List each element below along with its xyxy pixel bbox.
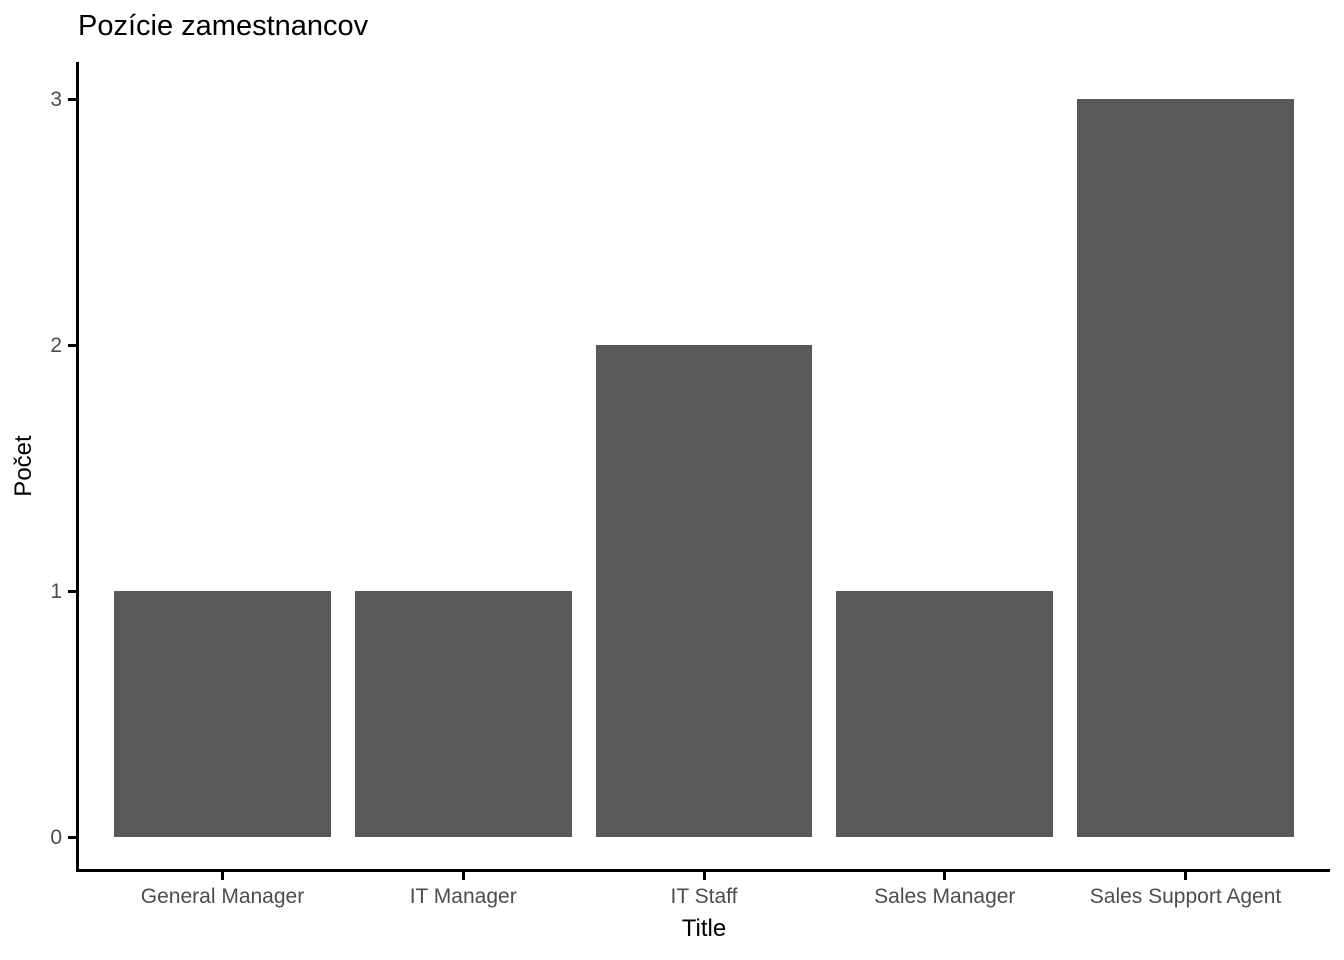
x-tick-label-it-staff: IT Staff [670,885,738,908]
x-tick-mark [943,872,947,880]
y-tick-label-3: 3 [50,87,62,111]
bar-general-manager [114,591,331,837]
x-tick-mark [221,872,224,880]
y-tick-mark [68,835,76,839]
y-tick-label-2: 2 [50,333,62,357]
x-tick-label-it-manager: IT Manager [409,885,517,908]
y-tick-mark [68,589,76,593]
y-axis-line [76,62,79,872]
y-tick-label-0: 0 [50,825,62,849]
x-tick-label-sales-support-agent: Sales Support Agent [1089,885,1282,908]
y-tick-mark [68,343,76,347]
y-tick-label-1: 1 [50,579,62,603]
x-tick-label-general-manager: General Manager [140,885,305,908]
bar-it-staff [595,345,813,837]
bar-sales-manager [836,591,1054,837]
y-tick-mark [68,97,76,101]
x-tick-mark [702,872,706,880]
bar-it-manager [354,591,572,837]
x-axis-line [76,869,1330,872]
x-tick-label-sales-manager: Sales Manager [874,885,1016,908]
y-axis-title: Počet [10,435,37,497]
x-tick-mark [1184,872,1187,880]
bar-sales-support-agent [1077,99,1294,837]
x-axis-title: Title [681,915,727,942]
x-tick-mark [461,872,465,880]
chart-title: Pozície zamestnancov [78,10,369,42]
